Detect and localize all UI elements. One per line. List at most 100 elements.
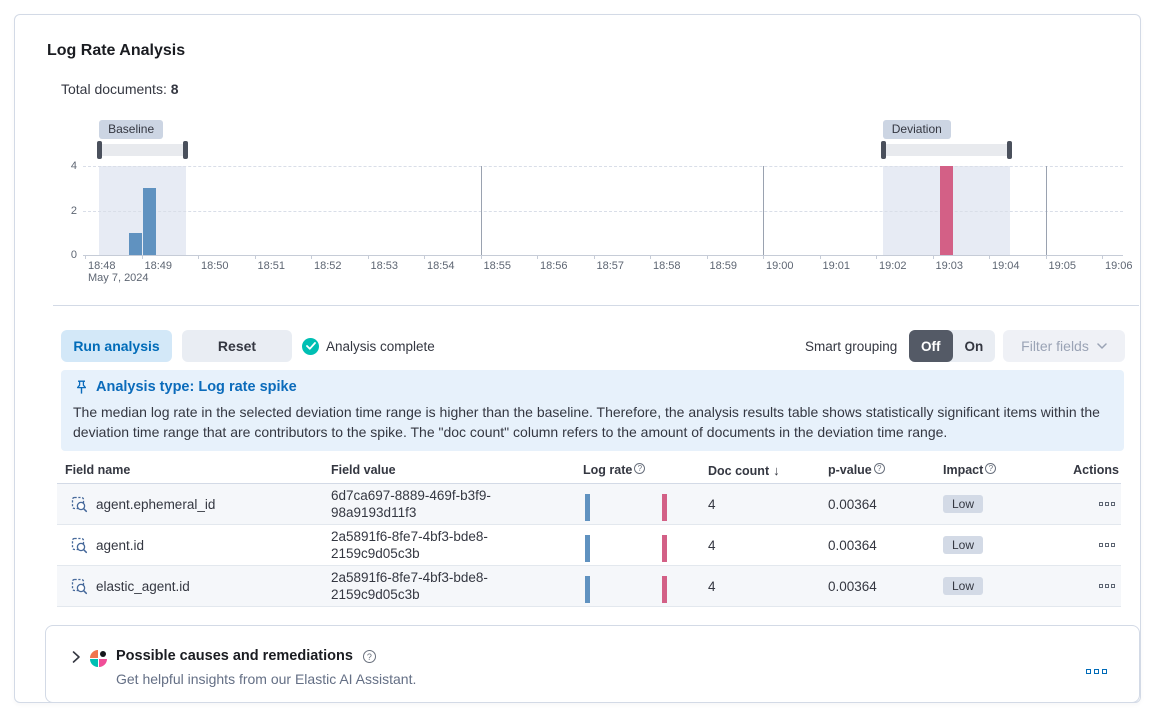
row-actions-icon[interactable]	[1099, 543, 1115, 547]
baseline-badge: Baseline	[99, 120, 164, 139]
filter-fields-label: Filter fields	[1021, 338, 1089, 354]
p-value-cell: 0.00364	[828, 537, 877, 553]
field-name-cell: elastic_agent.id	[71, 566, 190, 606]
x-major-gridline	[763, 166, 764, 255]
x-axis-label: 18:59	[709, 260, 738, 272]
table-row: elastic_agent.id 2a5891f6-8fe7-4bf3-bde8…	[57, 566, 1121, 607]
check-circle-icon	[302, 337, 319, 355]
x-axis-date-label: May 7, 2024	[88, 272, 149, 284]
field-value-cell: 6d7ca697-8889-469f-b3f9-98a9193d11f3	[331, 488, 491, 520]
log-rate-mini-chart	[583, 494, 675, 521]
y-gridline-2	[83, 210, 1123, 212]
total-documents-label: Total documents:	[61, 81, 167, 97]
deviation-bar	[939, 166, 953, 255]
x-tick	[141, 255, 143, 259]
log-rate-mini-chart	[583, 535, 675, 562]
possible-causes-panel[interactable]: Possible causes and remediations ? Get h…	[45, 625, 1140, 703]
x-axis-label: 18:50	[201, 260, 229, 272]
log-rate-cell	[583, 484, 675, 524]
x-major-gridline	[1045, 166, 1047, 255]
horizontal-rule	[53, 305, 1139, 306]
baseline-brush-handle-left[interactable]	[97, 141, 103, 159]
x-axis-label: 18:51	[257, 260, 286, 272]
sort-desc-icon: ↓	[773, 463, 780, 478]
header-field-value: Field value	[331, 463, 396, 477]
deviation-brush-handle-left[interactable]	[880, 141, 886, 159]
x-tick	[1102, 255, 1103, 259]
header-actions: Actions	[1073, 463, 1119, 477]
impact-cell: Low	[943, 484, 984, 524]
info-icon: ?	[873, 463, 885, 474]
x-axis-label: 18:58	[653, 260, 681, 272]
deviation-brush[interactable]	[882, 144, 1011, 156]
impact-cell: Low	[943, 566, 984, 606]
results-table: Field name Field value Log rate? Doc cou…	[57, 463, 1121, 607]
x-axis-label: 19:00	[766, 260, 794, 272]
deviation-mini-bar	[662, 494, 667, 521]
actions-cell	[1099, 484, 1115, 524]
reset-button[interactable]: Reset	[182, 330, 292, 362]
doc-count-cell: 4	[708, 578, 716, 594]
field-name-cell: agent.id	[71, 525, 144, 565]
header-log-rate[interactable]: Log rate?	[583, 463, 646, 477]
y-axis-label: 0	[70, 249, 77, 261]
panel-actions-icon[interactable]	[1086, 669, 1107, 674]
baseline-bar	[129, 232, 143, 255]
table-row: agent.ephemeral_id 6d7ca697-8889-469f-b3…	[57, 484, 1121, 525]
run-analysis-button[interactable]: Run analysis	[61, 330, 172, 362]
info-icon: ?	[985, 463, 997, 474]
x-tick	[424, 255, 425, 259]
x-axis-label: 18:55	[483, 260, 512, 272]
header-p-value[interactable]: p-value?	[828, 463, 885, 477]
total-documents: Total documents: 8	[61, 81, 179, 97]
header-doc-count[interactable]: Doc count ↓	[708, 463, 780, 478]
histogram-chart: 0 2 4 18:48 18:49 18:50 18:51 18:52 18:53 18:54 18…	[15, 111, 1155, 291]
total-documents-value: 8	[170, 81, 179, 97]
x-axis-label: 18:53	[370, 260, 399, 272]
help-icon[interactable]: ?	[362, 649, 376, 663]
field-filter-icon[interactable]	[71, 537, 88, 554]
table-row: agent.id 2a5891f6-8fe7-4bf3-bde8-2159c9d…	[57, 525, 1121, 566]
row-actions-icon[interactable]	[1099, 584, 1115, 588]
smart-grouping-off-button[interactable]: Off	[909, 330, 953, 362]
impact-badge: Low	[943, 536, 984, 554]
doc-count-cell: 4	[708, 537, 716, 553]
field-filter-icon[interactable]	[71, 578, 88, 595]
x-axis-label: 18:56	[540, 260, 568, 272]
baseline-brush[interactable]	[99, 144, 186, 156]
deviation-brush-handle-right[interactable]	[1007, 141, 1013, 159]
callout-title: Analysis type: Log rate spike	[96, 379, 297, 395]
smart-grouping-label: Smart grouping	[805, 338, 898, 354]
results-table-header: Field name Field value Log rate? Doc cou…	[57, 463, 1121, 484]
x-tick	[763, 255, 764, 259]
analysis-status: Analysis complete	[302, 330, 435, 362]
field-value-cell: 2a5891f6-8fe7-4bf3-bde8-2159c9d05c3b	[331, 570, 488, 602]
field-filter-icon[interactable]	[71, 496, 88, 513]
x-axis-label: 18:57	[596, 260, 625, 272]
row-actions-icon[interactable]	[1099, 502, 1115, 506]
x-tick	[650, 255, 651, 259]
x-axis-label: 19:04	[992, 260, 1020, 272]
field-name-cell: agent.ephemeral_id	[71, 484, 215, 524]
x-major-gridline	[480, 166, 482, 255]
elastic-ai-assistant-icon	[90, 650, 107, 667]
y-axis-label: 2	[70, 204, 77, 217]
x-tick	[989, 255, 990, 259]
header-impact[interactable]: Impact?	[943, 463, 997, 477]
baseline-brush-handle-right[interactable]	[182, 141, 188, 159]
smart-grouping-on-button[interactable]: On	[964, 338, 984, 354]
deviation-mini-bar	[662, 535, 667, 562]
x-axis-label: 19:06	[1105, 260, 1133, 272]
x-tick	[85, 255, 86, 259]
deviation-mini-bar	[662, 576, 667, 603]
x-axis-label: 18:49	[144, 260, 173, 272]
x-tick	[254, 255, 256, 259]
chevron-right-icon[interactable]	[69, 650, 83, 664]
pin-icon	[76, 380, 87, 394]
y-gridline-0	[83, 255, 1123, 256]
baseline-mini-bar	[585, 535, 590, 562]
x-tick	[480, 255, 482, 259]
callout-title-row: Analysis type: Log rate spike	[73, 379, 1112, 395]
baseline-bar	[143, 188, 157, 255]
filter-fields-button[interactable]: Filter fields	[1003, 330, 1125, 362]
